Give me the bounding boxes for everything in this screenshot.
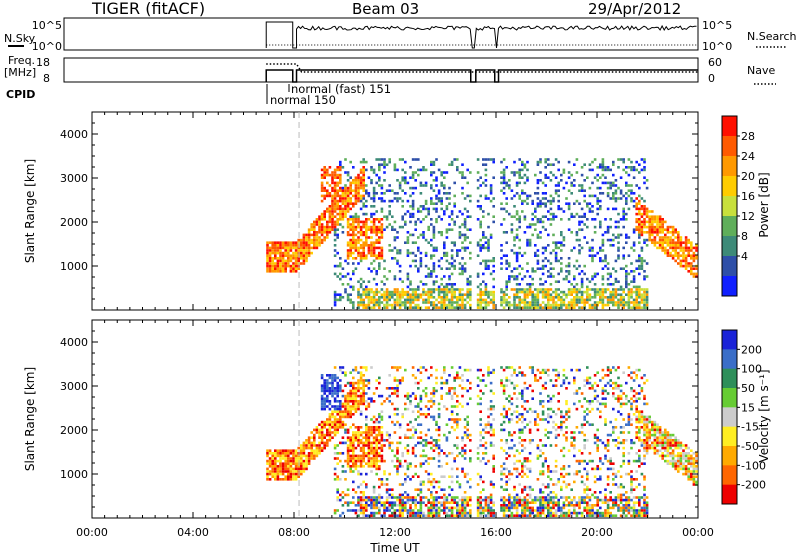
colorbar-swatch [722,426,737,447]
colorbar-swatch [722,196,737,217]
freq-unit-label: [MHz] [4,66,36,79]
nsearch-tick-bottom: 10^0 [702,40,732,53]
y-tick-label: 1000 [60,468,88,481]
power-heatmap [266,158,698,309]
colorbar-swatch [722,465,737,486]
nsky-tick-top: 10^5 [32,19,62,32]
freq-tick-top: 18 [36,56,50,69]
x-axis-ticks: 00:00 04:00 08:00 12:00 16:00 20:00 00:00 [76,526,714,539]
y-tick-label: 1000 [60,260,88,273]
power-colorbar-label: Power [dB] [757,172,771,237]
colorbar-swatch [722,388,737,408]
power-axes: 1000 2000 3000 4000 [60,111,699,311]
colorbar-swatch [722,484,737,505]
nave-tick-bottom: 0 [708,72,715,85]
colorbar-tick-label: 12 [741,210,755,223]
colorbar-tick-label: -200 [741,479,766,492]
colorbar-swatch [722,156,737,177]
freq-tick-bottom: 8 [43,72,50,85]
colorbar-swatch [722,236,737,257]
colorbar-swatch [722,276,737,297]
y-tick-label: 3000 [60,172,88,185]
x-tick-label: 08:00 [278,526,310,539]
velocity-ylabel: Slant Range [km] [23,367,37,471]
colorbar-tick-label: 100 [741,363,762,376]
colorbar-tick-label: 16 [741,190,755,203]
colorbar-swatch [722,216,737,237]
velocity-colorbar-label: Velocity [m s⁻¹] [757,369,771,462]
velocity-panel-frame [91,319,699,519]
colorbar-tick-label: 8 [741,230,748,243]
y-tick-label: 2000 [60,216,88,229]
nsearch-label: N.Search [747,30,797,43]
nave-label: Nave [747,64,775,77]
freq-trace [265,63,698,83]
colorbar-tick-label: -100 [741,459,766,472]
beam-label: Beam 03 [352,0,419,18]
nsky-strip-frame [63,17,699,51]
colorbar-swatch [722,407,737,428]
y-tick-label: 4000 [60,336,88,349]
nsky-label: N.Sky [4,32,36,45]
freq-label: Freq. [8,54,35,67]
colorbar-tick-label: 28 [741,130,755,143]
y-tick-label: 3000 [60,380,88,393]
colorbar-tick-label: -15 [741,421,759,434]
cpid-mode-1: normal 150 [270,93,336,107]
velocity-heatmap [266,366,698,517]
power-ylabel: Slant Range [km] [23,159,37,263]
x-tick-label: 12:00 [379,526,411,539]
colorbar-tick-label: 24 [741,150,755,163]
velocity-axes: 1000 2000 3000 4000 [60,319,699,519]
x-axis-label: Time UT [369,541,420,554]
nave-tick-top: 60 [708,56,722,69]
power-colorbar: 4 8 12 16 20 24 28 [721,115,755,297]
y-tick-label: 2000 [60,424,88,437]
nsky-trace [265,21,698,49]
colorbar-swatch [722,256,737,277]
cpid-label: CPID [6,88,35,101]
x-tick-label: 00:00 [682,526,714,539]
cpid-mode-2: normal (fast) 151 [291,82,391,96]
colorbar-tick-label: 4 [741,250,748,263]
x-tick-label: 20:00 [581,526,613,539]
colorbar-swatch [722,176,737,197]
colorbar-tick-label: 20 [741,170,755,183]
nsky-tick-bottom: 10^0 [32,40,62,53]
x-tick-label: 16:00 [480,526,512,539]
date-label: 29/Apr/2012 [588,0,681,18]
velocity-colorbar: 200 100 50 15 -15 -50 -100 -200 [721,329,766,505]
colorbar-tick-label: -50 [741,440,759,453]
colorbar-swatch [722,330,737,350]
colorbar-swatch [722,116,737,137]
colorbar-swatch [722,349,737,370]
x-tick-label: 04:00 [177,526,209,539]
y-tick-label: 4000 [60,128,88,141]
plot-title: TIGER (fitACF) [91,0,205,18]
colorbar-swatch [722,446,737,466]
colorbar-tick-label: 15 [741,401,755,414]
colorbar-tick-label: 50 [741,382,755,395]
colorbar-tick-label: 200 [741,343,762,356]
colorbar-swatch [722,136,737,157]
x-tick-label: 00:00 [76,526,108,539]
colorbar-swatch [722,368,737,389]
nsearch-tick-top: 10^5 [702,19,732,32]
